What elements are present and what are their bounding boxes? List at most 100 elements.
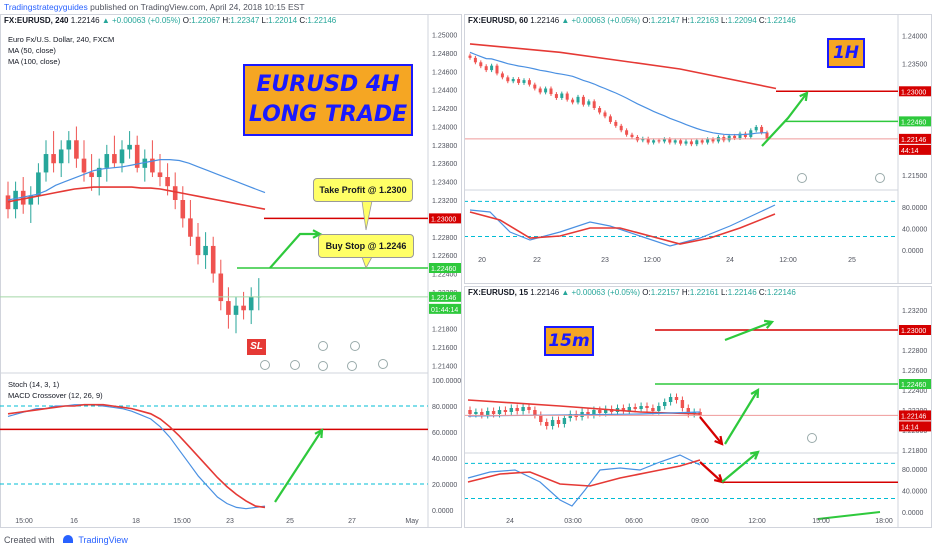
time-axis-tick: 27	[348, 518, 356, 525]
low-value: 1.22014	[268, 16, 298, 25]
price-tag-last: 1.22146	[901, 413, 926, 420]
ma100-line	[7, 186, 266, 210]
candle-body	[511, 79, 515, 82]
symbol-label[interactable]: FX:EURUSD, 60	[468, 16, 529, 25]
ma50-label[interactable]: MA (50, close)	[8, 46, 56, 55]
panel-4h	[0, 14, 462, 528]
price-axis-tick: 1.23500	[902, 61, 927, 68]
signal-line	[469, 211, 776, 245]
low-label: L:	[721, 16, 728, 25]
candle-body	[549, 88, 553, 95]
macd-label[interactable]: MACD Crossover (12, 26, 9)	[8, 391, 103, 400]
price-tag-take-profit: 1.23000	[901, 328, 926, 335]
osc-axis-tick: 40.0000	[902, 488, 927, 495]
close-value: 1.22146	[766, 288, 796, 297]
high-label: H:	[681, 288, 690, 297]
candle-body	[657, 406, 661, 411]
candle-body	[627, 407, 631, 411]
low-label: L:	[261, 16, 269, 25]
price-axis-tick: 1.24000	[902, 34, 927, 41]
high-value: 1.22163	[689, 16, 719, 25]
open-value: 1.22147	[650, 16, 680, 25]
event-flag-icon	[318, 361, 328, 371]
osc-axis-tick: 40.0000	[902, 226, 927, 233]
candle-body	[668, 397, 673, 402]
ma100-line	[469, 43, 777, 90]
candle-body	[592, 410, 596, 415]
last-price: 1.22146	[530, 288, 560, 297]
osc-axis-tick: 100.0000	[432, 378, 461, 385]
candle-body	[686, 408, 690, 414]
publisher-name[interactable]: Tradingstrategyguides	[4, 2, 88, 12]
candle-body	[743, 133, 747, 137]
candle-body	[565, 93, 569, 100]
stoch-line	[7, 404, 266, 510]
open-label: O:	[642, 288, 651, 297]
candle-body	[689, 141, 693, 145]
osc-axis-tick: 80.0000	[432, 404, 457, 411]
footer: Created with TradingView	[0, 530, 932, 550]
symbol-label[interactable]: FX:EURUSD, 240	[4, 16, 69, 25]
candle-body	[598, 410, 602, 413]
candle-body	[51, 154, 56, 164]
candle-body	[684, 141, 688, 144]
candle-body	[74, 140, 79, 159]
candle-body	[58, 149, 64, 164]
price-axis-tick: 1.24600	[432, 69, 457, 76]
close-value: 1.22146	[307, 16, 337, 25]
price-axis-tick: 1.22400	[902, 388, 927, 395]
candle-body	[674, 397, 679, 400]
time-axis-tick: 06:00	[625, 518, 643, 525]
time-axis-tick: May	[405, 518, 419, 525]
stoch-line	[467, 454, 701, 507]
candle-body	[527, 80, 531, 85]
candle-body	[491, 411, 496, 414]
chart-15m: 1.232001.230001.228001.226001.224001.222…	[464, 286, 931, 528]
event-flag-icon	[807, 433, 817, 443]
osc-axis-tick: 0.0000	[902, 248, 924, 255]
price-tag-countdown: 44:14	[901, 148, 919, 155]
low-label: L:	[721, 288, 728, 297]
time-axis-tick: 22	[533, 257, 541, 264]
ma50-line	[469, 51, 768, 136]
time-axis-tick: 20	[478, 257, 486, 264]
candle-body	[598, 108, 602, 113]
time-axis-tick: 18:00	[875, 518, 893, 525]
title-line-1: EURUSD 4H	[256, 72, 400, 97]
candle-body	[554, 94, 558, 98]
up-arrow-4h	[269, 232, 320, 269]
osc-trend-line	[817, 511, 881, 520]
candle-body	[711, 139, 715, 142]
osc-axis-tick: 0.0000	[432, 508, 454, 515]
ma100-label[interactable]: MA (100, close)	[8, 57, 61, 66]
price-axis-tick: 1.23600	[432, 161, 457, 168]
high-value: 1.22161	[689, 288, 719, 297]
candle-body	[727, 135, 731, 141]
chart-4h: 1.25000 1.24800 1.24600 1.24400 1.24200 1.240…	[0, 14, 461, 528]
candle-body	[587, 101, 591, 105]
symbol-label[interactable]: FX:EURUSD, 15	[468, 288, 529, 297]
price-tag-take-profit-bg	[429, 213, 461, 224]
candle-body	[538, 88, 542, 93]
high-value: 1.22347	[230, 16, 260, 25]
candle-body	[5, 195, 11, 210]
candle-body	[486, 411, 490, 415]
time-axis-tick: 24	[726, 257, 734, 264]
candle-body	[66, 140, 72, 150]
price-tag-take-profit: 1.23000	[901, 89, 926, 96]
stoch-label[interactable]: Stoch (14, 3, 1)	[8, 380, 60, 389]
signal-line	[7, 403, 266, 509]
candle-body	[195, 236, 201, 256]
candle-body	[188, 218, 193, 237]
time-axis-tick: 25	[848, 257, 856, 264]
low-value: 1.22094	[727, 16, 757, 25]
candle-body	[545, 422, 549, 426]
tradingview-link[interactable]: TradingView	[78, 535, 128, 545]
candle-body	[521, 407, 525, 411]
candle-body	[652, 140, 656, 143]
price-axis-tick: 1.22800	[902, 348, 927, 355]
event-flag-icon	[378, 359, 388, 369]
candle-body	[473, 57, 477, 63]
candle-body	[233, 305, 239, 315]
candle-body	[625, 130, 629, 135]
